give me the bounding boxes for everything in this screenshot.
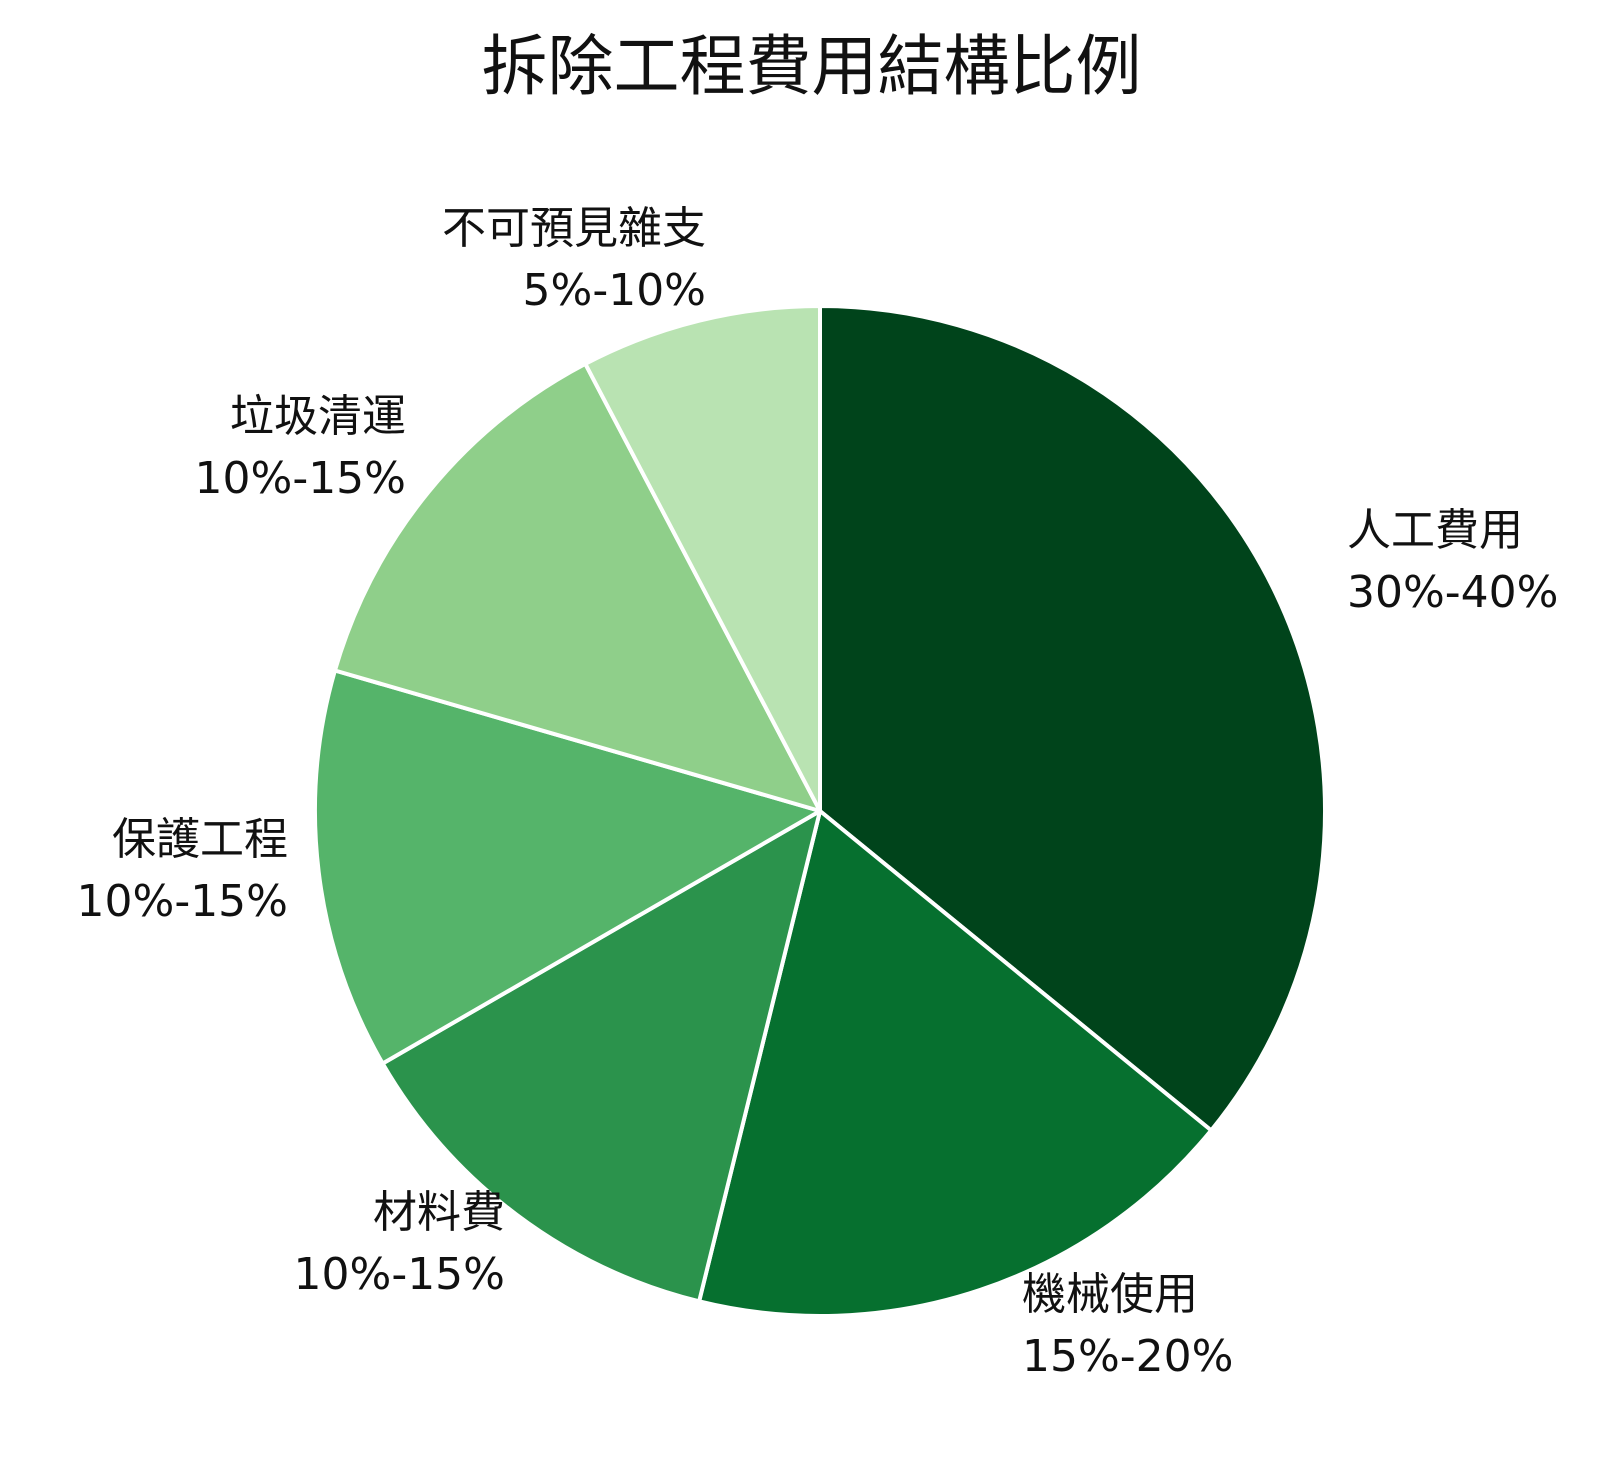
slice-label: 材料費 10%-15% (294, 1182, 505, 1306)
slice-label: 機械使用 15%-20% (1022, 1264, 1233, 1388)
slice-label: 人工費用 30%-40% (1347, 500, 1558, 624)
slice-label: 垃圾清運 10%-15% (195, 386, 406, 510)
pie-slice (313, 668, 822, 1066)
slice-label-name: 人工費用 (1347, 505, 1523, 556)
slice-label-name: 保護工程 (112, 814, 288, 865)
slice-label-name: 材料費 (373, 1187, 505, 1238)
slice-label-range: 15%-20% (1022, 1331, 1234, 1382)
pie-slice (583, 304, 822, 813)
slice-label-range: 10%-15% (194, 453, 406, 504)
pie-slice (332, 361, 822, 813)
slice-label-range: 10%-15% (293, 1249, 505, 1300)
pie-slice (818, 304, 1327, 1133)
slice-label-range: 10%-15% (76, 876, 288, 927)
slice-label-range: 30%-40% (1347, 567, 1559, 618)
slice-label: 不可預見雜支 5%-10% (442, 198, 706, 322)
pie-slice (697, 809, 1214, 1318)
chart-title: 拆除工程費用結構比例 (481, 28, 1142, 105)
slice-label-range: 5%-10% (522, 265, 706, 316)
slice-label-name: 垃圾清運 (230, 391, 406, 442)
slice-label: 保護工程 10%-15% (77, 809, 288, 933)
slice-label-name: 不可預見雜支 (442, 203, 706, 254)
pie-slice (380, 809, 822, 1304)
slice-label-name: 機械使用 (1022, 1269, 1198, 1320)
